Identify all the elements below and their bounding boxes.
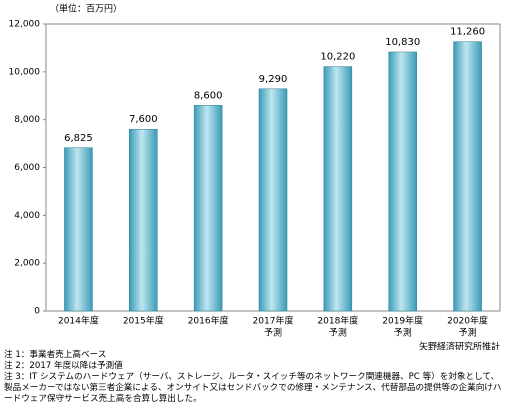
x-tick-label: 2015年度 [123, 315, 164, 327]
y-tick-label: 6,000 [14, 163, 40, 173]
x-tick-note: 予測 [264, 327, 282, 339]
unit-label: （単位：百万円） [50, 3, 122, 15]
note: 注 3：IT システムのハードウェア（サーバ、ストレージ、ルータ・スイッチ等のネ… [4, 372, 502, 404]
bar [323, 66, 353, 312]
x-tick-label: 2018年度 [317, 315, 358, 327]
x-tick-note: 予測 [394, 327, 412, 339]
y-tick-label: 10,000 [9, 67, 41, 77]
value-label: 10,830 [385, 37, 420, 48]
y-tick-label: 0 [34, 307, 40, 317]
chart: （単位：百万円） 矢野経済研究所推計 0 2,000 4,000 6,000 8,000… [9, 3, 501, 351]
value-label: 11,260 [450, 27, 485, 38]
y-tick-label: 12,000 [9, 20, 41, 30]
bar [193, 105, 223, 312]
bar [258, 88, 288, 312]
bar [64, 147, 93, 312]
y-tick-label: 8,000 [14, 115, 40, 125]
bar [388, 51, 417, 312]
y-tick-label: 4,000 [14, 211, 40, 221]
value-label: 9,290 [259, 74, 288, 85]
x-tick-label: 2020年度 [447, 315, 488, 327]
value-label: 7,600 [129, 114, 158, 125]
source: 矢野経済研究所推計 [419, 341, 500, 351]
y-tick-label: 2,000 [14, 259, 40, 269]
bar [453, 41, 482, 312]
x-tick-label: 2017年度 [253, 315, 294, 327]
x-tick-note: 予測 [329, 327, 347, 339]
notes: 注 1：事業者売上高ベース注 2：2017 年度以降は予測値注 3：IT システ… [4, 350, 502, 405]
x-tick-label: 2016年度 [188, 315, 229, 327]
value-label: 8,600 [194, 90, 223, 101]
value-label: 10,220 [320, 52, 355, 63]
x-tick-label: 2014年度 [58, 315, 99, 327]
bar [129, 128, 158, 312]
note: 注 1：事業者売上高ベース [4, 350, 107, 360]
note: 注 2：2017 年度以降は予測値 [4, 361, 123, 371]
value-label: 6,825 [64, 133, 93, 144]
x-tick-note: 予測 [459, 327, 477, 339]
x-tick-label: 2019年度 [382, 315, 423, 327]
